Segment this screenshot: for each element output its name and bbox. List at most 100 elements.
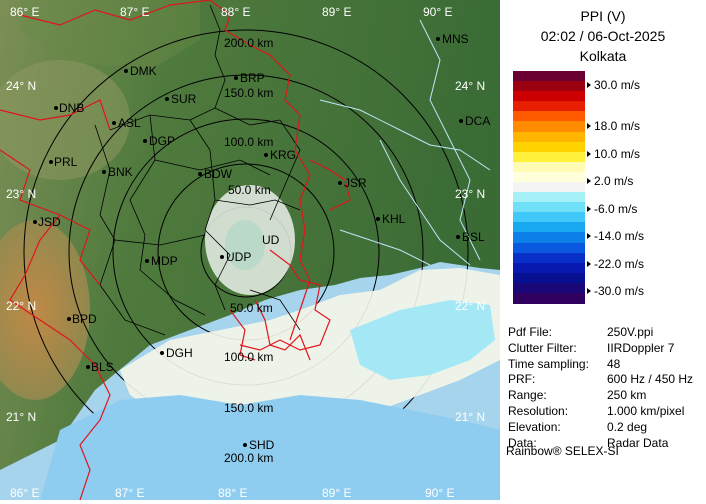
legend-tick <box>587 288 591 294</box>
city-dot <box>143 139 147 143</box>
param-row: Pdf File: 250V.ppi <box>508 325 653 339</box>
legend-tick <box>587 261 591 267</box>
city-label: BPD <box>72 312 97 326</box>
city-label: MNS <box>442 32 469 46</box>
range-labels: 200.0 km 150.0 km 100.0 km 50.0 km 50.0 … <box>224 36 280 465</box>
legend-swatch <box>513 292 585 304</box>
legend-swatch <box>513 161 585 173</box>
legend-label: -30.0 m/s <box>594 284 645 298</box>
radar-map: 86° E 87° E 88° E 89° E 90° E 86° E 87° … <box>0 0 500 501</box>
city-dot <box>456 235 460 239</box>
upland-terrain <box>20 0 200 70</box>
legend-swatch <box>513 192 585 203</box>
legend-swatch <box>513 171 585 183</box>
district-boundaries <box>94 4 301 336</box>
legend-swatch <box>513 71 585 82</box>
product-info-panel: PPI (V) 02:02 / 06-Oct-2025 Kolkata 30.0… <box>500 0 706 500</box>
echo-area-weak <box>120 268 500 430</box>
legend-swatch <box>513 212 585 223</box>
lon-top-88: 88° E <box>221 5 250 19</box>
software-credit: Rainbow® SELEX-SI <box>506 444 619 458</box>
city-dot <box>459 119 463 123</box>
range-label-50km-top: 50.0 km <box>228 183 271 197</box>
city-dot <box>243 443 247 447</box>
legend-swatch <box>513 131 585 143</box>
legend-swatch <box>513 252 585 264</box>
param-row: PRF: 600 Hz / 450 Hz <box>508 372 693 386</box>
param-label: Range: <box>508 388 547 403</box>
legend-swatch <box>513 111 585 122</box>
city-label: BSL <box>462 230 485 244</box>
range-label-100km-bottom: 100.0 km <box>224 350 273 364</box>
range-label-200km-bottom: 200.0 km <box>224 451 273 465</box>
city-dot <box>160 351 164 355</box>
lon-top-87: 87° E <box>120 5 149 19</box>
city-dot <box>436 37 440 41</box>
legend-swatch <box>513 101 585 112</box>
city-label: BLS <box>91 360 114 374</box>
legend-swatch <box>513 151 585 163</box>
product-time: 02:02 / 06-Oct-2025 <box>540 28 666 44</box>
param-value: IIRDoppler 7 <box>607 340 675 355</box>
lat-right-21: 21° N <box>455 410 485 424</box>
city-dot <box>67 317 71 321</box>
lon-bottom-88: 88° E <box>218 486 247 500</box>
range-label-150km-top: 150.0 km <box>224 86 273 100</box>
legend-label: 18.0 m/s <box>594 119 641 133</box>
city-dot <box>33 220 37 224</box>
param-row: Resolution: 1.000 km/pixel <box>508 404 684 418</box>
legend-label: 30.0 m/s <box>594 78 641 92</box>
lat-right-23: 23° N <box>455 187 485 201</box>
city-label: DCA <box>465 114 490 128</box>
product-station: Kolkata <box>579 48 627 64</box>
city-label: BRP <box>240 71 265 85</box>
param-label: Pdf File: <box>508 325 553 339</box>
range-label-100km-top: 100.0 km <box>224 135 273 149</box>
city-label: JSD <box>38 215 61 229</box>
city-label: DMK <box>130 64 157 78</box>
legend-tick <box>587 82 591 88</box>
city-label: DNB <box>59 101 84 115</box>
legend-swatch <box>513 81 585 92</box>
city-label: UDP <box>226 250 251 264</box>
param-row: Clutter Filter: IIRDoppler 7 <box>508 340 674 355</box>
param-row: Time sampling: 48 <box>508 356 620 371</box>
lon-top-89: 89° E <box>322 5 351 19</box>
state-borders <box>0 0 351 501</box>
param-value: 600 Hz / 450 Hz <box>607 372 694 387</box>
legend-tick <box>587 123 591 129</box>
city-dot <box>198 172 202 176</box>
legend-swatch <box>513 121 585 133</box>
city-label: SUR <box>171 92 197 106</box>
legend-swatch <box>513 91 585 102</box>
legend-swatch <box>513 182 585 193</box>
param-label: Clutter Filter: <box>508 340 577 355</box>
legend-tick <box>587 151 591 157</box>
param-row: Elevation: 0.2 deg <box>508 419 647 434</box>
legend-swatch <box>513 141 585 153</box>
param-label: Elevation: <box>508 419 561 434</box>
lat-right-24: 24° N <box>455 79 485 93</box>
lat-left-21: 21° N <box>6 410 36 424</box>
legend-swatch <box>513 202 585 213</box>
range-label-50km-bottom: 50.0 km <box>230 301 273 315</box>
city-dot <box>264 153 268 157</box>
plateau-terrain <box>0 60 130 180</box>
city-dot <box>102 170 106 174</box>
param-row: Data: Radar Data <box>508 436 668 450</box>
lon-top-90: 90° E <box>423 5 452 19</box>
city-label: KRG <box>270 148 296 162</box>
lat-left-22: 22° N <box>6 299 36 313</box>
legend-swatch <box>513 272 585 284</box>
city-dot <box>234 76 238 80</box>
legend-swatch <box>513 222 585 233</box>
legend-label: 2.0 m/s <box>594 174 634 188</box>
product-title: PPI (V) <box>580 8 626 24</box>
param-value: 250V.ppi <box>607 325 654 339</box>
lat-left-24: 24° N <box>6 79 36 93</box>
lon-bottom-87: 87° E <box>115 486 144 500</box>
city-label: BNK <box>108 165 133 179</box>
param-label: Time sampling: <box>508 356 589 371</box>
city-label: PRL <box>54 155 78 169</box>
highland-terrain <box>0 220 90 400</box>
